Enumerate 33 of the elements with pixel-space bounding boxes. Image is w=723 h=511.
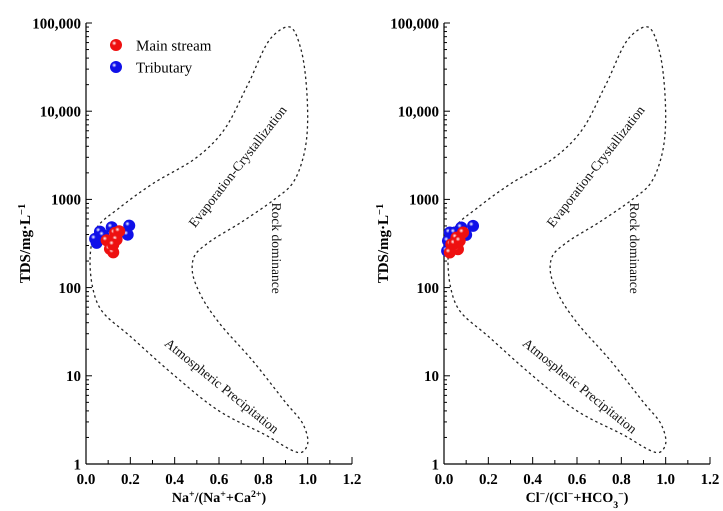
y-tick-label: 10,000 [40, 104, 81, 120]
point [467, 220, 480, 232]
x-tick-label: 0.2 [120, 472, 140, 488]
x-tick-label: 1.0 [656, 472, 676, 488]
y-tick-label: 10 [424, 369, 439, 386]
legend-label: Main stream [136, 38, 212, 54]
x-tick-label: 0.2 [478, 472, 498, 488]
x-tick-label: 0.6 [210, 472, 229, 488]
legend-label: Tributary [136, 60, 193, 76]
y-tick-label: 10,000 [398, 104, 439, 120]
y-tick-label: 1000 [409, 192, 439, 209]
x-tick-label: 0.6 [568, 472, 587, 488]
y-tick-label: 100 [58, 280, 81, 297]
y-tick-label: 100,000 [32, 16, 81, 32]
x-tick-label: 1.0 [298, 472, 318, 488]
x-tick-label: 0.8 [254, 472, 273, 488]
y-tick-label: 100 [416, 280, 439, 297]
x-tick-label: 0.4 [523, 472, 543, 488]
point [454, 234, 466, 247]
y-tick-label: 1 [74, 457, 81, 474]
x-tick-label: 0.8 [612, 472, 631, 488]
y-tick-label: 100,000 [390, 16, 439, 32]
y-tick-label: 1 [432, 457, 439, 474]
x-tick-label: 0.0 [76, 472, 96, 488]
y-tick-label: 10 [66, 369, 81, 386]
x-axis-title: Cl$^{−}$/(Cl$^{−}$+HCO$_{3}$$^{−}$) [526, 488, 629, 510]
x-tick-label: 1.2 [342, 472, 362, 488]
point [107, 238, 120, 251]
y-tick-label: 1000 [51, 192, 81, 209]
x-axis-title: Na$^{+}$/(Na$^{+}$+Ca$^{2+}$) [172, 488, 266, 506]
x-tick-label: 0.4 [165, 472, 185, 488]
x-tick-label: 1.2 [700, 472, 720, 488]
x-tick-label: 0.0 [434, 472, 454, 488]
